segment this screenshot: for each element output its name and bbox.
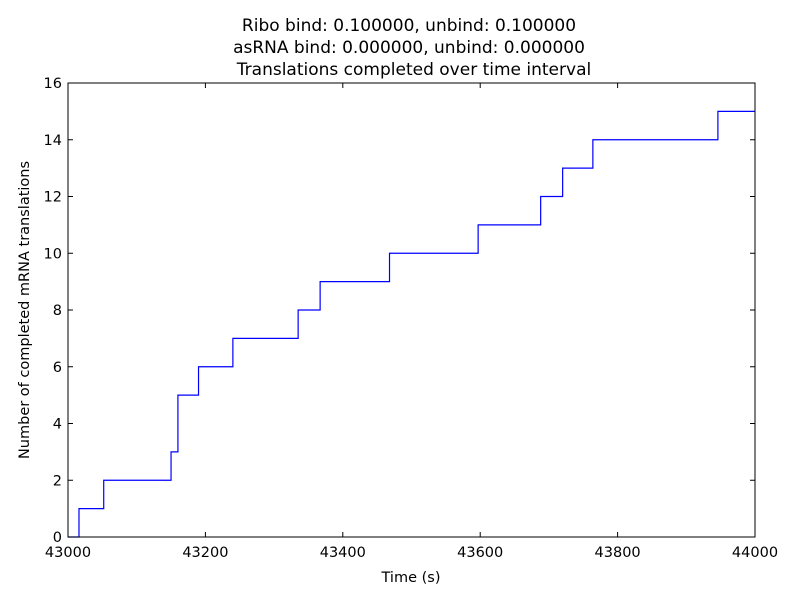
x-tick-label: 43000: [45, 545, 91, 561]
y-tick-label: 6: [53, 360, 62, 376]
y-tick-label: 12: [44, 190, 62, 206]
x-tick-label: 44000: [732, 545, 778, 561]
x-tick-label: 43800: [595, 545, 641, 561]
y-tick-label: 16: [44, 76, 62, 92]
y-tick-label: 14: [44, 133, 62, 149]
x-axis-ticks: 43000 43200 43400 43600 43800 44000: [45, 83, 778, 561]
x-tick-label: 43400: [320, 545, 366, 561]
y-tick-label: 4: [53, 417, 62, 433]
y-tick-label: 10: [44, 246, 62, 262]
title-line-2: asRNA bind: 0.000000, unbind: 0.000000: [233, 38, 585, 58]
plot-area: [68, 83, 755, 537]
y-axis-label: Number of completed mRNA translations: [17, 161, 33, 459]
series-line-1: [68, 110, 755, 538]
x-axis-label: Time (s): [381, 570, 441, 586]
x-tick-label: 43600: [457, 545, 503, 561]
data-layer: [68, 110, 755, 538]
title-line-1: Ribo bind: 0.100000, unbind: 0.100000: [242, 16, 576, 36]
chart-title: Ribo bind: 0.100000, unbind: 0.100000 as…: [233, 16, 591, 80]
plot-frame: [67, 82, 756, 538]
x-tick-label: 43200: [182, 545, 228, 561]
title-line-3: Translations completed over time interva…: [236, 60, 591, 80]
y-axis-ticks: 0 2 4 6 8 10 12 14 16: [44, 76, 755, 546]
y-tick-label: 2: [53, 473, 62, 489]
y-tick-label: 0: [53, 530, 62, 546]
y-tick-label: 8: [53, 303, 62, 319]
